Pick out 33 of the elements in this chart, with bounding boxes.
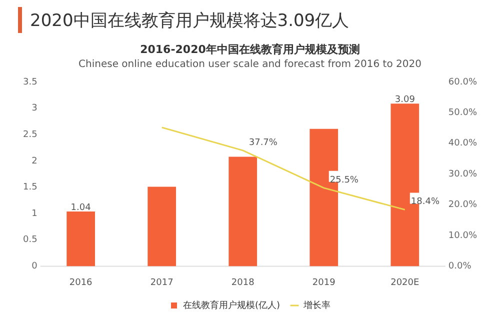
y2-tick-label: 20.0%: [448, 200, 478, 210]
y2-tick-label: 10.0%: [448, 230, 478, 241]
chart-subtitle: 2016-2020年中国在线教育用户规模及预测: [139, 42, 361, 57]
y-tick-label: 2.5: [22, 130, 38, 140]
data-label: 37.7%: [248, 138, 278, 148]
legend-label: 增长率: [302, 300, 331, 311]
x-tick-label: 2016: [69, 278, 93, 288]
x-tick-label: 2018: [231, 278, 255, 288]
x-tick-label: 2017: [150, 278, 174, 288]
y-tick-label: 3: [32, 104, 38, 114]
data-label: 1.04: [70, 202, 92, 213]
bar: [228, 156, 258, 266]
bar: [66, 211, 95, 266]
data-label: 25.5%: [330, 175, 359, 186]
y-tick-label: 0.5: [22, 235, 38, 246]
x-tick-label: 2020E: [390, 278, 420, 288]
y2-tick-label: 60.0%: [448, 77, 478, 88]
y-tick-label: 3.5: [22, 77, 38, 88]
y-tick-label: 1.5: [22, 182, 38, 193]
y-tick-label: 2: [32, 156, 38, 166]
x-tick-label: 2019: [312, 278, 336, 288]
y-tick-label: 1: [32, 208, 38, 219]
y-tick-label: 0: [32, 262, 38, 272]
y2-tick-label: 0.0%: [448, 262, 472, 272]
data-label: 3.09: [394, 94, 416, 105]
bar: [148, 186, 176, 266]
y2-tick-label: 30.0%: [448, 169, 478, 180]
chart-title: 2020中国在线教育用户规模将达3.09亿人: [30, 10, 350, 32]
y2-tick-label: 50.0%: [448, 108, 478, 118]
y2-tick-label: 40.0%: [448, 138, 478, 149]
text: Chinese online education user scale and forecast from 2016 to 2020: [78, 59, 422, 70]
legend-label: 在线教育用户规模(亿人): [182, 300, 280, 311]
data-label: 18.4%: [410, 197, 440, 208]
